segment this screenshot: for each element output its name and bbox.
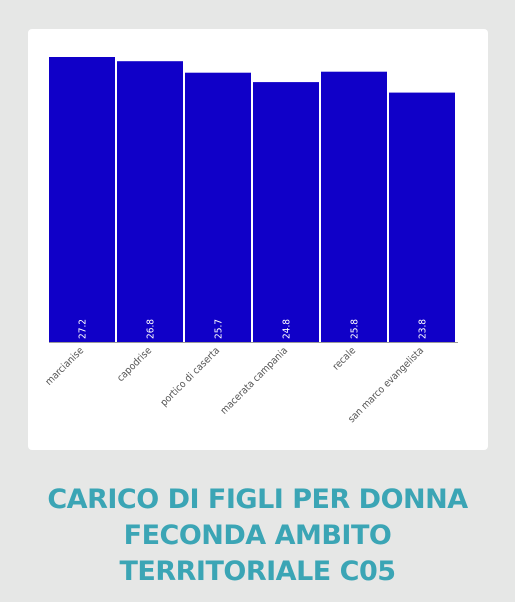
bar-san-marco-evangelista	[389, 92, 455, 342]
bar-marcianise	[49, 57, 115, 342]
chart-card: 27.2 marcianise 26.8 capodrise 25.7 portico d…	[28, 29, 488, 450]
x-tick-label: capodrise	[115, 345, 154, 384]
title-line-1: CARICO DI FIGLI PER DONNA	[47, 484, 468, 515]
x-tick-label: macerata campania	[219, 345, 290, 416]
x-tick-label: san marco evangelista	[346, 345, 426, 425]
x-tick-label: portico di caserta	[159, 345, 222, 408]
title-line-3: TERRITORIALE C05	[119, 556, 396, 587]
x-tick-label: recale	[331, 345, 359, 373]
bar-value-label: 27.2	[78, 319, 89, 339]
bar-portico-di-caserta	[185, 72, 251, 342]
x-tick-label: marcianise	[44, 345, 87, 388]
bar-value-label: 23.8	[418, 319, 429, 339]
bar-recale	[321, 71, 387, 342]
title-line-2: FECONDA AMBITO	[123, 520, 392, 551]
bar-capodrise	[117, 61, 183, 342]
chart-title: CARICO DI FIGLI PER DONNA FECONDA AMBITO…	[0, 482, 515, 590]
bar-value-label: 26.8	[146, 319, 157, 339]
bar-chart: 27.2 marcianise 26.8 capodrise 25.7 portico d…	[44, 57, 458, 425]
bar-value-label: 25.7	[214, 319, 225, 339]
bar-macerata-campania	[253, 82, 319, 342]
bar-value-label: 24.8	[282, 319, 293, 339]
bar-value-label: 25.8	[350, 319, 361, 339]
